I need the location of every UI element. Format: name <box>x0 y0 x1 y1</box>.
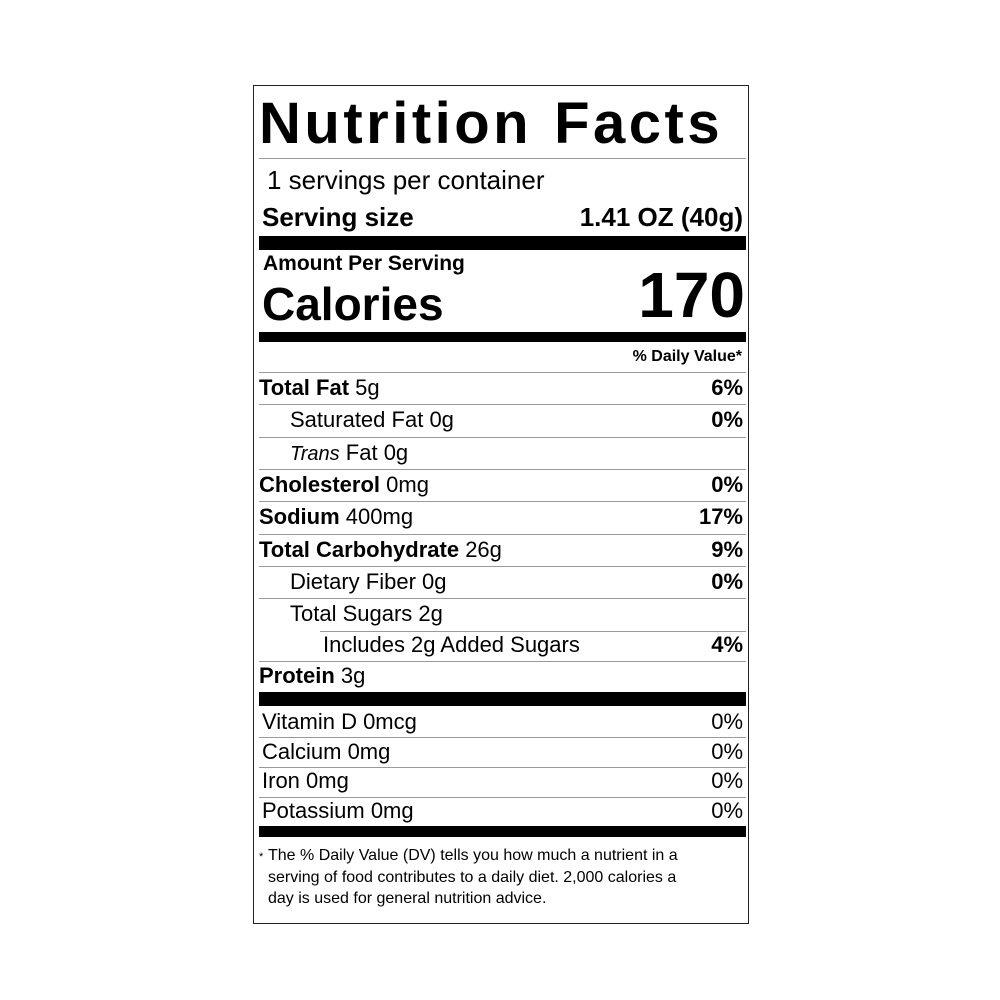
vitamin-name: Vitamin D 0mcg <box>262 709 417 734</box>
calories-value: 170 <box>638 259 745 331</box>
nutrient-dv: 0% <box>711 407 743 432</box>
nutrient-name-italic: Trans <box>290 443 340 465</box>
vitamin-dv: 0% <box>711 768 743 793</box>
nutrient-amount: 400mg <box>345 504 414 529</box>
nutrient-dv: 9% <box>711 537 743 562</box>
footnote-line: day is used for general nutrition advice… <box>268 890 547 907</box>
divider <box>259 598 746 599</box>
nutrient-amount: 0g <box>383 440 409 465</box>
divider <box>259 437 746 438</box>
thick-divider <box>259 692 746 706</box>
servings-per-container: 1 servings per container <box>267 165 545 195</box>
nutrient-row-sodium: Sodium 400mg 17% <box>259 502 743 532</box>
nutrient-name: Cholesterol <box>259 472 381 497</box>
daily-value-header: % Daily Value* <box>632 348 742 365</box>
calories-label: Calories <box>262 278 444 330</box>
nutrient-name: Total Carbohydrate <box>259 537 460 562</box>
nutrition-label-border <box>253 85 749 924</box>
serving-size-label: Serving size <box>262 202 414 232</box>
vitamin-name: Potassium 0mg <box>262 798 414 823</box>
serving-size-row: Serving size 1.41 OZ (40g) <box>262 201 743 233</box>
nutrient-amount: 26g <box>465 537 502 562</box>
amount-per-serving: Amount Per Serving <box>263 252 465 275</box>
vitamin-name: Iron 0mg <box>262 768 349 793</box>
nutrient-dv: 4% <box>711 632 743 657</box>
nutrient-dv: 17% <box>698 504 743 529</box>
divider <box>320 631 746 632</box>
serving-size-value: 1.41 OZ (40g) <box>579 202 743 232</box>
nutrient-row-protein: Protein 3g <box>259 661 743 691</box>
vitamin-row-calcium: Calcium 0mg 0% <box>262 737 743 767</box>
nutrient-name: Saturated Fat <box>290 407 424 432</box>
title-word-nutrition: Nutrition <box>259 91 533 156</box>
nutrient-amount: 2g <box>418 601 443 626</box>
nutrient-amount: 0mg <box>386 472 429 497</box>
vitamin-dv: 0% <box>711 798 743 823</box>
title-word-facts: Facts <box>554 91 724 156</box>
nutrient-row-trans-fat: Trans Fat 0g <box>259 438 743 468</box>
nutrient-amount: 0g <box>429 407 454 432</box>
nutrient-dv: 0% <box>711 472 743 497</box>
footnote: * The % Daily Value (DV) tells you how m… <box>259 845 739 910</box>
nutrient-row-total-fat: Total Fat 5g 6% <box>259 373 743 403</box>
divider <box>259 661 746 662</box>
nutrient-name: Dietary Fiber <box>290 569 416 594</box>
footnote-line: serving of food contributes to a daily d… <box>268 868 677 886</box>
divider <box>259 737 746 738</box>
nutrient-name: Includes 2g Added Sugars <box>323 632 580 657</box>
nutrient-row-dietary-fiber: Dietary Fiber 0g 0% <box>259 567 743 597</box>
nutrient-row-total-sugars: Total Sugars 2g <box>259 599 743 629</box>
divider <box>259 372 746 373</box>
vitamin-row-vitamin-d: Vitamin D 0mcg 0% <box>262 707 743 737</box>
nutrient-name: Total Fat <box>259 375 350 400</box>
nutrient-row-cholesterol: Cholesterol 0mg 0% <box>259 470 743 500</box>
nutrient-amount: 3g <box>340 663 366 688</box>
vitamin-row-potassium: Potassium 0mg 0% <box>262 796 743 826</box>
vitamin-name: Calcium 0mg <box>262 739 391 764</box>
nutrient-dv: 6% <box>711 375 743 400</box>
nutrient-row-total-carbohydrate: Total Carbohydrate 26g 9% <box>259 535 743 565</box>
divider <box>259 404 746 405</box>
label-title: Nutrition Facts <box>259 92 749 156</box>
vitamin-dv: 0% <box>711 709 743 734</box>
thick-divider <box>259 236 746 250</box>
footnote-asterisk: * <box>259 851 264 863</box>
nutrient-name: Sodium <box>259 504 340 529</box>
nutrient-amount: 5g <box>355 375 380 400</box>
divider <box>259 158 746 159</box>
nutrient-dv: 0% <box>711 569 743 594</box>
footnote-line: The % Daily Value (DV) tells you how muc… <box>268 847 678 864</box>
divider <box>259 534 746 535</box>
divider <box>259 469 746 470</box>
vitamin-dv: 0% <box>711 739 743 764</box>
thick-divider <box>259 826 746 837</box>
divider <box>259 566 746 567</box>
nutrient-amount: 0g <box>422 569 447 594</box>
nutrient-name: Total Sugars <box>290 601 413 626</box>
nutrient-row-added-sugars: Includes 2g Added Sugars 4% <box>259 630 743 660</box>
divider <box>259 767 746 768</box>
nutrient-name: Fat <box>345 440 378 465</box>
nutrient-row-saturated-fat: Saturated Fat 0g 0% <box>259 405 743 435</box>
thick-divider <box>259 332 746 342</box>
nutrient-name: Protein <box>259 663 335 688</box>
divider <box>259 797 746 798</box>
vitamin-row-iron: Iron 0mg 0% <box>262 766 743 796</box>
divider <box>259 501 746 502</box>
